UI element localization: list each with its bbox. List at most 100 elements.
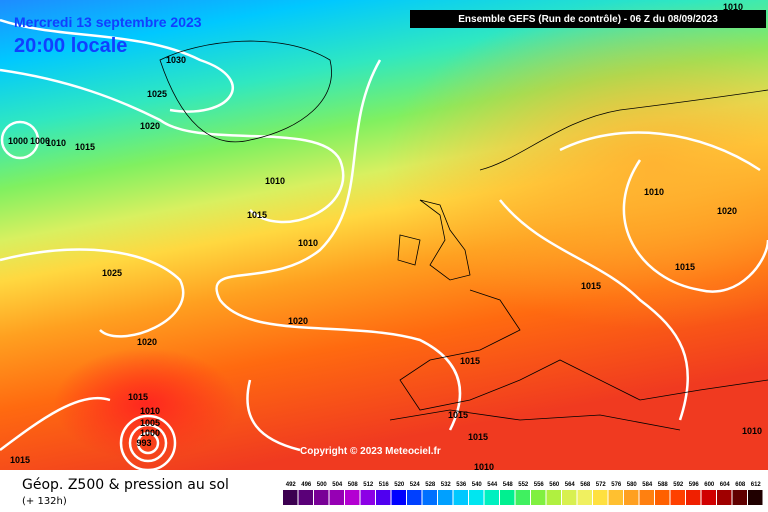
isobar-label: 1015 <box>581 281 601 291</box>
legend-swatch <box>360 490 375 505</box>
legend-swatch <box>701 490 716 505</box>
legend-swatch <box>639 490 654 505</box>
isobar-label: 1015 <box>10 455 30 465</box>
isobar-label: 1010 <box>742 426 762 436</box>
legend-swatch <box>546 490 561 505</box>
legend-swatch <box>655 490 670 505</box>
coast-greenland <box>159 40 332 143</box>
isobar-label: 1020 <box>140 121 160 131</box>
legend-label: 544 <box>487 482 498 488</box>
legend-label: 520 <box>394 482 405 488</box>
legend-swatch <box>562 490 577 505</box>
isobar-label: 993 <box>136 438 151 448</box>
isobar-label: 1015 <box>128 392 148 402</box>
copyright: Copyright © 2023 Meteociel.fr <box>300 446 441 457</box>
isobar <box>499 199 689 421</box>
legend-label: 492 <box>286 482 297 488</box>
isobar-label: 1000 <box>140 428 160 438</box>
legend-swatch <box>593 490 608 505</box>
run-banner <box>410 10 766 28</box>
isobar-label: 1015 <box>675 262 695 272</box>
legend-label: 608 <box>735 482 746 488</box>
coast-south <box>399 289 768 411</box>
isobar <box>0 379 301 452</box>
legend-label: 508 <box>348 482 359 488</box>
legend-label: 512 <box>363 482 374 488</box>
legend-swatch <box>500 490 515 505</box>
isobar-label: 1015 <box>460 356 480 366</box>
footer-title: Géop. Z500 & pression au sol <box>22 477 229 493</box>
legend-label: 528 <box>425 482 436 488</box>
coast-uk <box>419 199 471 281</box>
isobar-label: 1010 <box>298 238 318 248</box>
legend-swatch <box>686 490 701 505</box>
legend-swatch <box>608 490 623 505</box>
legend-swatch <box>484 490 499 505</box>
legend-label: 504 <box>332 482 343 488</box>
isobar-label: 1015 <box>448 410 468 420</box>
isobar <box>0 120 40 160</box>
date-label: Mercredi 13 septembre 2023 <box>14 14 202 30</box>
isobar-label: 1015 <box>247 210 267 220</box>
legend-swatch <box>732 490 747 505</box>
legend-label: 584 <box>642 482 653 488</box>
isobar-label: 1015 <box>75 142 95 152</box>
isobar-label: 1015 <box>468 432 488 442</box>
legend-label: 564 <box>565 482 576 488</box>
legend-label: 600 <box>704 482 715 488</box>
legend-label: 536 <box>456 482 467 488</box>
isobar-label: 1000 <box>30 136 50 146</box>
legend-swatch <box>469 490 484 505</box>
legend-swatch <box>624 490 639 505</box>
isobar-label: 1010 <box>46 138 66 148</box>
isobar-label: 1020 <box>137 337 157 347</box>
isobar <box>215 59 462 431</box>
legend-swatch <box>391 490 406 505</box>
legend-label: 612 <box>751 482 762 488</box>
legend-swatch <box>453 490 468 505</box>
isobar <box>128 423 168 463</box>
legend-swatch <box>329 490 344 505</box>
isobar <box>0 68 345 224</box>
legend-label: 552 <box>518 482 529 488</box>
isobar-label: 1005 <box>140 418 160 428</box>
legend-label: 572 <box>596 482 607 488</box>
footer-lead: (+ 132h) <box>22 496 67 507</box>
legend-swatch <box>748 490 763 505</box>
field-low <box>0 0 768 470</box>
legend-label: 516 <box>379 482 390 488</box>
legend-label: 548 <box>503 482 514 488</box>
legend-label: 500 <box>317 482 328 488</box>
isobar-label: 1010 <box>140 406 160 416</box>
legend-swatch <box>717 490 732 505</box>
legend-label: 524 <box>410 482 421 488</box>
time-label: 20:00 locale <box>14 35 127 57</box>
legend-label: 556 <box>534 482 545 488</box>
isobars <box>0 18 768 472</box>
isobar <box>136 431 160 455</box>
legend-label: 604 <box>720 482 731 488</box>
isobar-label: 1020 <box>288 316 308 326</box>
isobar <box>0 248 185 338</box>
legend-swatch <box>376 490 391 505</box>
legend-swatch <box>407 490 422 505</box>
coastlines <box>159 40 768 431</box>
isobar-label: 1010 <box>474 462 494 472</box>
legend-swatch <box>438 490 453 505</box>
isobar-label: 1000 <box>8 136 28 146</box>
legend-swatch <box>283 490 298 505</box>
isobar-label: 1030 <box>166 55 186 65</box>
legend-swatch <box>577 490 592 505</box>
isobar-label: 1025 <box>102 268 122 278</box>
legend-label: 568 <box>580 482 591 488</box>
isobar <box>559 131 768 293</box>
legend-swatch <box>422 490 437 505</box>
coast-africa <box>389 409 681 431</box>
legend: 492 496 500 504 508 512 516 520 524 528 532 536 540 5… <box>283 482 763 505</box>
legend-label: 560 <box>549 482 560 488</box>
run-label: Ensemble GEFS (Run de contrôle) - 06 Z d… <box>458 14 718 25</box>
legend-swatch <box>298 490 313 505</box>
legend-label: 592 <box>673 482 684 488</box>
coast-ireland <box>397 234 421 266</box>
